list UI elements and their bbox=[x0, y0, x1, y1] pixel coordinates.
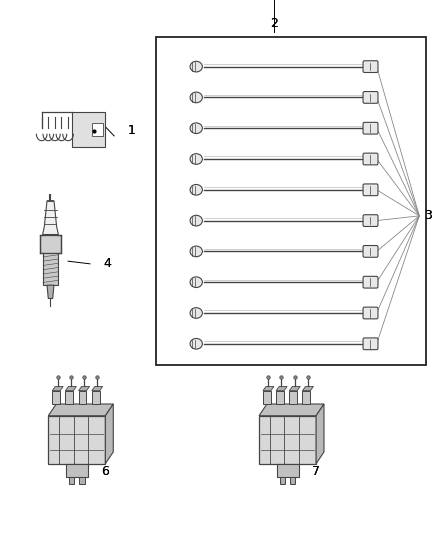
Text: 4: 4 bbox=[103, 257, 111, 270]
Text: 7: 7 bbox=[311, 465, 319, 478]
Bar bbox=[290, 477, 295, 484]
Bar bbox=[262, 391, 270, 404]
Ellipse shape bbox=[190, 154, 202, 164]
Polygon shape bbox=[92, 386, 102, 391]
Polygon shape bbox=[315, 404, 323, 464]
Text: 4: 4 bbox=[103, 257, 111, 270]
Text: 6: 6 bbox=[101, 465, 109, 478]
FancyBboxPatch shape bbox=[362, 123, 377, 134]
Polygon shape bbox=[47, 285, 54, 298]
Polygon shape bbox=[105, 404, 113, 464]
FancyBboxPatch shape bbox=[362, 153, 377, 165]
Bar bbox=[302, 391, 310, 404]
Bar bbox=[39, 235, 61, 253]
Ellipse shape bbox=[190, 184, 202, 195]
FancyBboxPatch shape bbox=[362, 184, 377, 196]
Bar bbox=[258, 416, 315, 464]
FancyBboxPatch shape bbox=[362, 61, 377, 72]
Bar bbox=[92, 123, 103, 136]
Bar bbox=[79, 477, 85, 484]
Ellipse shape bbox=[190, 308, 202, 318]
Bar bbox=[66, 464, 88, 477]
Polygon shape bbox=[52, 386, 63, 391]
Bar bbox=[92, 391, 99, 404]
Polygon shape bbox=[258, 404, 323, 416]
Text: 3: 3 bbox=[423, 209, 431, 222]
Bar bbox=[72, 112, 105, 147]
Text: 1: 1 bbox=[127, 124, 135, 137]
FancyBboxPatch shape bbox=[362, 276, 377, 288]
Ellipse shape bbox=[190, 277, 202, 287]
FancyBboxPatch shape bbox=[362, 307, 377, 319]
Bar bbox=[155, 37, 425, 365]
Polygon shape bbox=[48, 404, 113, 416]
Bar bbox=[78, 391, 86, 404]
Text: 1: 1 bbox=[127, 124, 135, 137]
Polygon shape bbox=[289, 386, 300, 391]
Ellipse shape bbox=[190, 123, 202, 134]
Ellipse shape bbox=[190, 246, 202, 257]
Bar bbox=[276, 464, 298, 477]
Polygon shape bbox=[302, 386, 313, 391]
Ellipse shape bbox=[190, 92, 202, 103]
Bar bbox=[279, 477, 284, 484]
Bar bbox=[289, 391, 297, 404]
Polygon shape bbox=[65, 386, 76, 391]
Bar bbox=[43, 253, 58, 285]
Text: 2: 2 bbox=[270, 18, 278, 30]
Polygon shape bbox=[262, 386, 273, 391]
Ellipse shape bbox=[190, 338, 202, 349]
Ellipse shape bbox=[190, 215, 202, 226]
Text: 2: 2 bbox=[270, 18, 278, 30]
Text: 3: 3 bbox=[423, 209, 431, 222]
Bar bbox=[69, 477, 74, 484]
Polygon shape bbox=[276, 386, 286, 391]
FancyBboxPatch shape bbox=[362, 246, 377, 257]
Polygon shape bbox=[78, 386, 89, 391]
Ellipse shape bbox=[190, 61, 202, 72]
FancyBboxPatch shape bbox=[362, 338, 377, 350]
Polygon shape bbox=[42, 201, 58, 235]
Bar bbox=[52, 391, 60, 404]
Bar bbox=[48, 416, 105, 464]
Text: 7: 7 bbox=[311, 465, 319, 478]
Text: 6: 6 bbox=[101, 465, 109, 478]
Bar bbox=[65, 391, 73, 404]
FancyBboxPatch shape bbox=[362, 215, 377, 227]
Bar bbox=[276, 391, 283, 404]
FancyBboxPatch shape bbox=[362, 92, 377, 103]
